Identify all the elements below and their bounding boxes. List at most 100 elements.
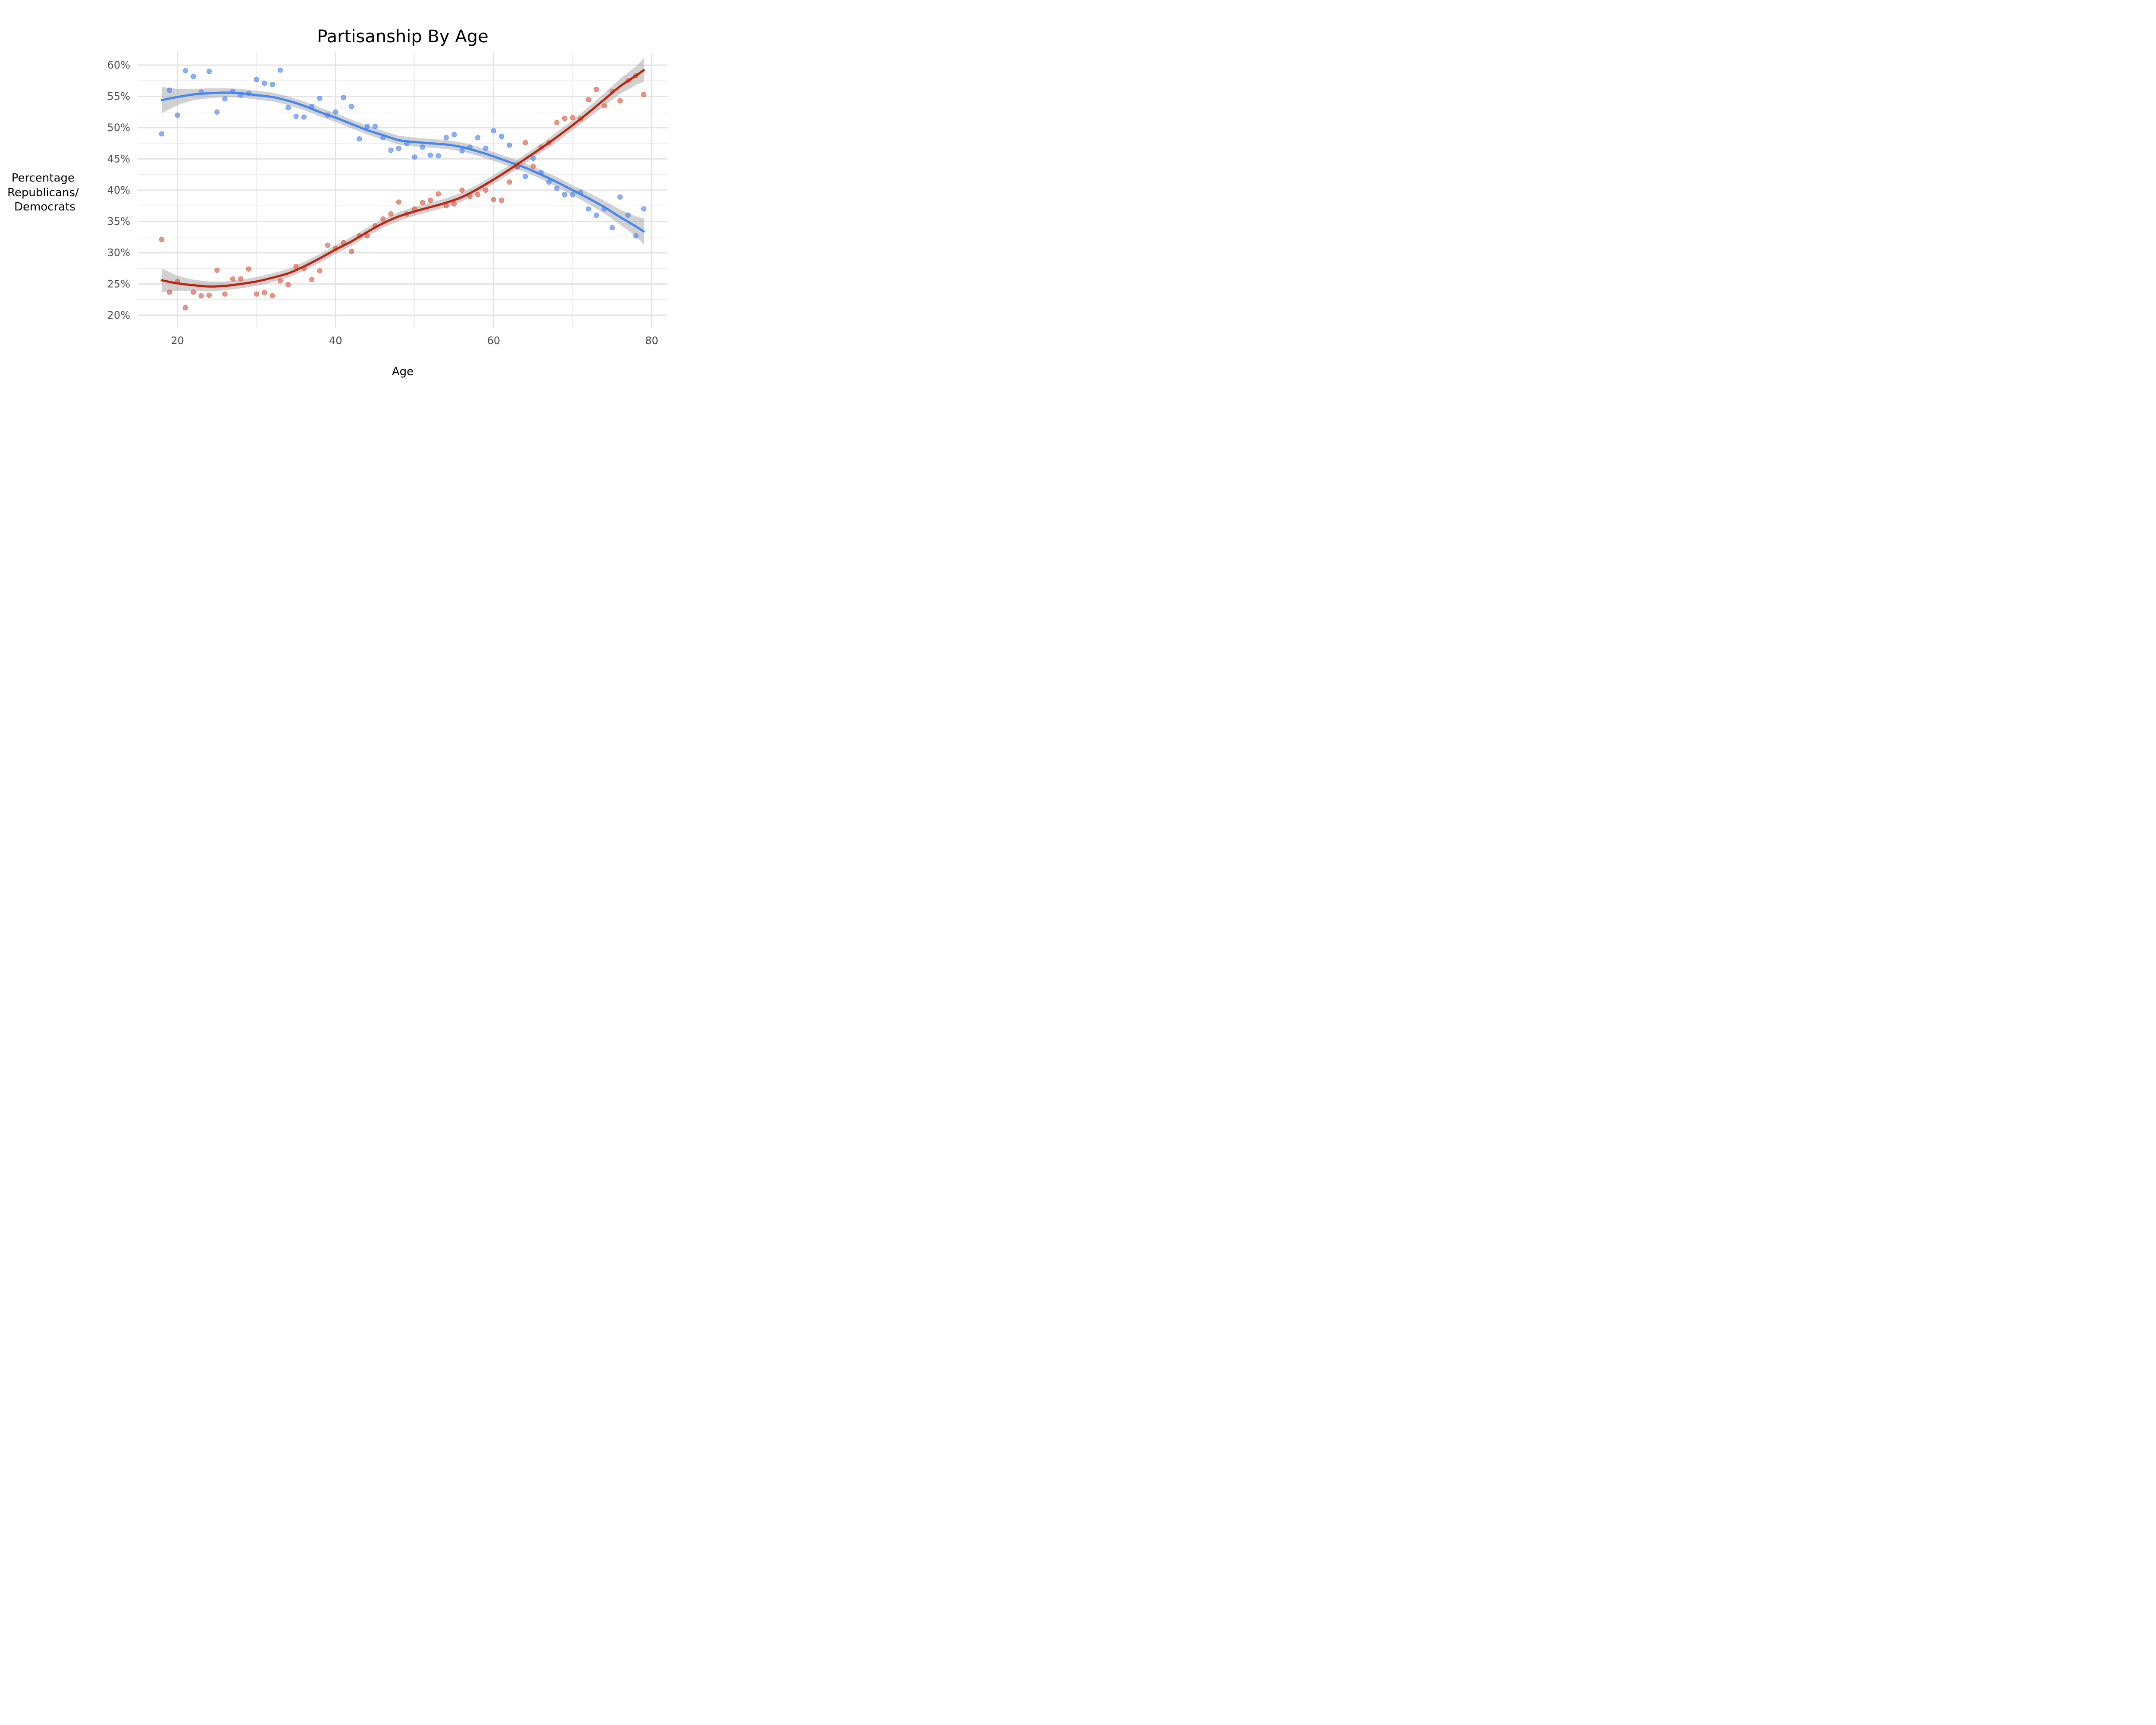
y-tick-label: 40% xyxy=(107,184,130,196)
data-point xyxy=(491,128,496,134)
data-point xyxy=(617,98,623,104)
data-point xyxy=(167,88,172,93)
data-point xyxy=(222,96,228,102)
y-tick-label: 45% xyxy=(107,153,130,165)
data-point xyxy=(609,225,615,230)
data-point xyxy=(586,97,591,102)
data-point xyxy=(182,305,188,310)
data-point xyxy=(483,145,489,151)
y-axis-title-line: Republicans/ xyxy=(7,186,79,199)
smooth-line xyxy=(160,91,645,233)
data-point xyxy=(530,156,536,161)
x-axis-ticks: 20 40 60 80 xyxy=(171,335,658,347)
data-point xyxy=(507,142,512,148)
data-point xyxy=(523,140,528,145)
data-point xyxy=(594,87,599,92)
data-point xyxy=(206,292,212,298)
data-point xyxy=(214,109,220,115)
data-point xyxy=(159,131,164,137)
y-axis-title-line: Democrats xyxy=(14,201,75,213)
data-point xyxy=(262,81,267,86)
data-points xyxy=(159,67,647,310)
y-tick-label: 30% xyxy=(107,247,130,259)
data-point xyxy=(309,277,315,282)
data-point xyxy=(317,95,323,101)
data-point xyxy=(254,77,259,82)
y-axis-title: Percentage Republicans/ Democrats xyxy=(7,172,82,213)
data-point xyxy=(451,201,457,207)
data-point xyxy=(507,179,512,185)
data-point xyxy=(554,185,560,191)
data-point xyxy=(230,276,235,282)
data-point xyxy=(159,237,164,242)
data-point xyxy=(341,95,346,100)
data-point xyxy=(530,163,536,169)
data-point xyxy=(372,124,378,129)
data-point xyxy=(443,135,449,141)
y-tick-label: 20% xyxy=(107,309,130,321)
data-point xyxy=(459,188,465,193)
data-point xyxy=(523,174,528,179)
x-tick-label: 40 xyxy=(329,335,342,347)
data-point xyxy=(206,69,212,74)
data-point xyxy=(641,206,647,212)
data-point xyxy=(182,68,188,74)
y-tick-label: 50% xyxy=(107,122,130,134)
y-axis-ticks: 20% 25% 30% 35% 40% 45% 50% 55% 60% xyxy=(107,59,130,321)
x-axis-title: Age xyxy=(392,365,414,378)
data-point xyxy=(396,145,401,151)
data-point xyxy=(357,136,362,142)
data-point xyxy=(254,291,259,297)
data-point xyxy=(293,263,299,269)
y-tick-label: 60% xyxy=(107,59,130,71)
data-point xyxy=(388,147,394,153)
data-point xyxy=(364,124,370,129)
data-point xyxy=(570,192,576,198)
data-point xyxy=(191,74,196,79)
data-point xyxy=(499,134,505,139)
data-point xyxy=(594,213,599,218)
data-point xyxy=(475,192,481,198)
grid-lines xyxy=(138,53,667,328)
smooth-line xyxy=(160,69,645,288)
data-point xyxy=(198,293,204,299)
data-point xyxy=(451,132,457,137)
data-point xyxy=(214,267,220,273)
y-axis-title-line: Percentage xyxy=(12,172,75,185)
x-tick-label: 80 xyxy=(645,335,658,347)
data-point xyxy=(270,293,275,299)
x-tick-label: 60 xyxy=(487,335,501,347)
data-point xyxy=(222,291,228,297)
data-point xyxy=(436,153,441,159)
data-point xyxy=(380,216,386,222)
data-point xyxy=(293,113,299,119)
data-point xyxy=(277,278,283,284)
x-tick-label: 20 xyxy=(171,335,184,347)
data-point xyxy=(459,148,465,154)
data-point xyxy=(191,289,196,295)
data-point xyxy=(325,242,330,248)
y-tick-label: 25% xyxy=(107,278,130,290)
y-tick-label: 55% xyxy=(107,91,130,103)
data-point xyxy=(412,154,417,160)
data-point xyxy=(428,198,433,203)
data-point xyxy=(475,135,481,141)
data-point xyxy=(238,276,244,282)
data-point xyxy=(633,233,639,238)
data-point xyxy=(562,116,567,121)
data-point xyxy=(617,194,623,200)
data-point xyxy=(586,206,591,212)
data-point xyxy=(602,103,607,109)
data-point xyxy=(546,179,552,185)
data-point xyxy=(175,113,180,118)
data-point xyxy=(436,191,441,197)
data-point xyxy=(396,199,401,205)
data-point xyxy=(483,188,489,193)
y-tick-label: 35% xyxy=(107,216,130,228)
chart-area: 20 40 60 80 20% 25% 30% 35% 40% 45% 50% 55% 60% Par… xyxy=(7,27,667,378)
data-point xyxy=(562,192,567,198)
data-point xyxy=(262,290,267,295)
data-point xyxy=(570,115,576,120)
data-point xyxy=(364,233,370,238)
data-point xyxy=(246,266,251,272)
